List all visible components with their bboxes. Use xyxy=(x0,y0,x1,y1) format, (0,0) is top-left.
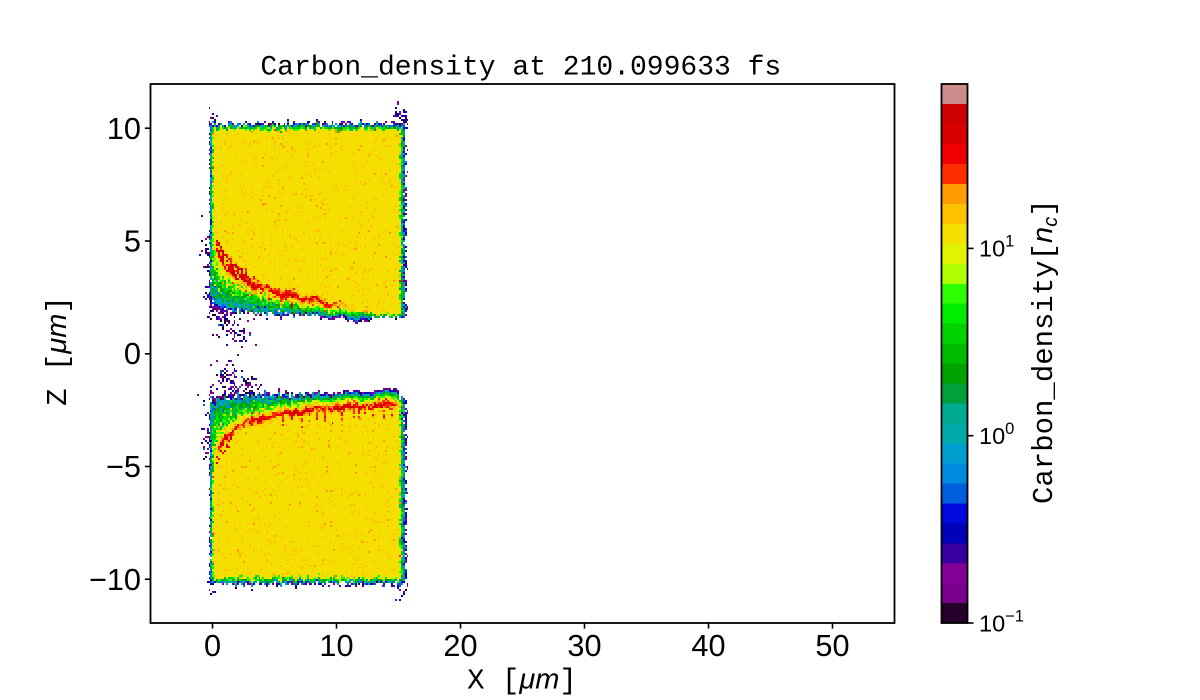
svg-text:50: 50 xyxy=(815,628,849,663)
svg-text:−5: −5 xyxy=(106,449,141,484)
svg-text:20: 20 xyxy=(443,628,477,663)
svg-text:40: 40 xyxy=(691,628,725,663)
svg-text:0: 0 xyxy=(124,336,141,371)
svg-text:Carbon_density[nc]: Carbon_density[nc] xyxy=(1027,199,1062,504)
svg-text:−10: −10 xyxy=(89,562,141,597)
svg-text:Z [μm]: Z [μm] xyxy=(41,296,75,406)
svg-text:5: 5 xyxy=(124,224,141,259)
svg-text:30: 30 xyxy=(567,628,601,663)
svg-text:0: 0 xyxy=(204,628,221,663)
svg-text:Carbon_density at 210.099633 f: Carbon_density at 210.099633 fs xyxy=(260,53,781,84)
svg-text:X [μm]: X [μm] xyxy=(467,664,577,698)
svg-text:10: 10 xyxy=(107,111,141,146)
svg-text:10: 10 xyxy=(319,628,353,663)
